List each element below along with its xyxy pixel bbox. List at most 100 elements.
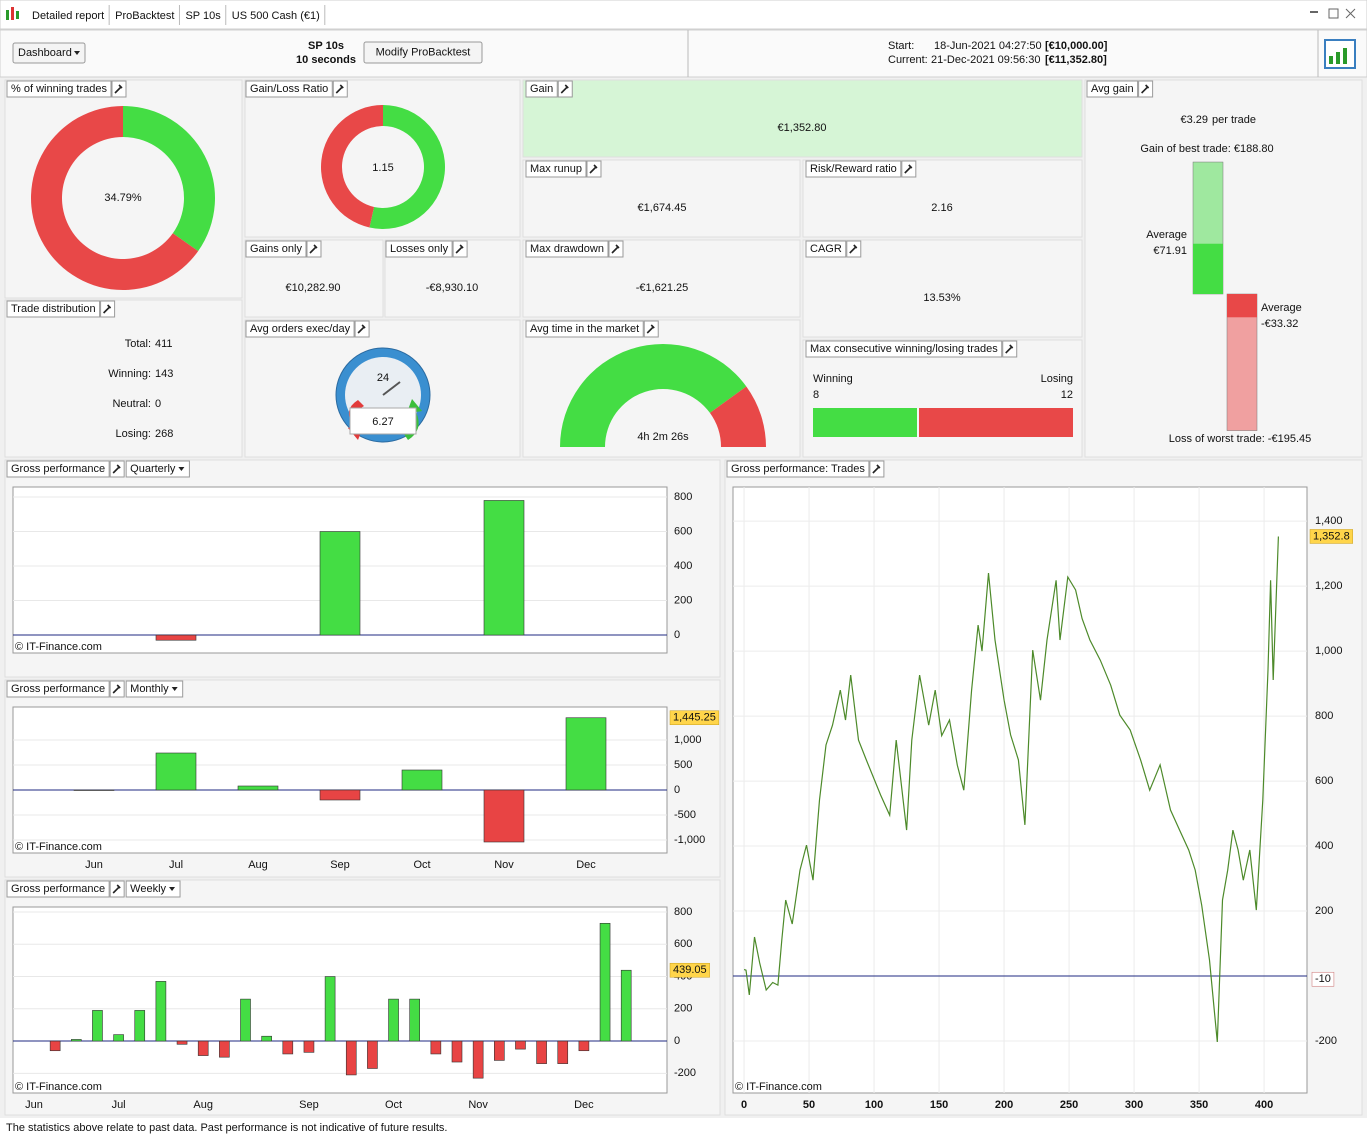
panel-title-box	[805, 340, 1003, 358]
header-bar	[0, 29, 1367, 78]
system-period: 10 seconds	[296, 54, 356, 66]
wrench-icon	[611, 244, 620, 254]
dashboard-button-label[interactable]: Dashboard	[18, 47, 72, 59]
panel-title-box	[805, 160, 902, 178]
x-tick-label: Oct	[385, 1099, 402, 1111]
y-tick-label: 200	[674, 594, 692, 606]
win-rate-value: 34.79%	[104, 192, 142, 204]
y-tick-label: 1,000	[674, 734, 702, 746]
y-tick-label: 800	[1315, 710, 1333, 722]
average-loss-label: Average	[1261, 302, 1302, 314]
period-dropdown[interactable]	[125, 680, 184, 698]
panel	[1084, 79, 1363, 458]
value-tag-box	[669, 710, 720, 725]
y-tick-label: 1,200	[1315, 580, 1343, 592]
bar	[483, 789, 525, 843]
footer-bar	[0, 1118, 1367, 1136]
period-dropdown-label[interactable]: Quarterly	[130, 463, 176, 475]
value-tag: 1,352.8	[1313, 530, 1350, 542]
x-tick-label: Jul	[169, 859, 183, 871]
tab[interactable]: SP 10s	[185, 10, 221, 22]
panel-title: Gains only	[250, 243, 302, 255]
period-dropdown-label[interactable]: Monthly	[130, 683, 169, 695]
modify-button-label[interactable]: Modify ProBacktest	[376, 46, 471, 58]
bar	[261, 1035, 272, 1042]
current-capital: [€11,352.80]	[1045, 54, 1107, 66]
bar	[324, 976, 336, 1042]
x-tick-label: 150	[930, 1099, 948, 1111]
x-tick-label: Jun	[25, 1099, 43, 1111]
panel-title: Trade distribution	[11, 303, 96, 315]
bar	[565, 717, 607, 791]
winning-bar	[813, 408, 917, 437]
y-tick-label: 1,000	[1315, 645, 1343, 657]
x-tick-label: Dec	[576, 859, 596, 871]
tab[interactable]: ProBacktest	[115, 10, 174, 22]
max-runup-value: €1,674.45	[638, 202, 687, 214]
losing-label: Losing	[1041, 373, 1073, 385]
y-tick-label: 600	[1315, 775, 1333, 787]
distribution-label: Neutral:	[112, 398, 151, 410]
bar	[599, 922, 611, 1042]
wrench-icon	[589, 164, 598, 174]
bar	[483, 500, 525, 636]
panel-title-box	[525, 320, 644, 338]
x-tick-label: 350	[1190, 1099, 1208, 1111]
dropdown-arrow	[74, 51, 80, 55]
tab[interactable]: Detailed report	[32, 10, 104, 22]
value-tag-box	[669, 962, 710, 978]
bar	[430, 1040, 442, 1055]
system-name: SP 10s	[308, 40, 344, 52]
wrench-icon	[357, 324, 366, 334]
dashboard-icon[interactable]	[1324, 39, 1356, 69]
wrench-icon	[872, 464, 881, 474]
avg-gain-value: €3.29	[1180, 114, 1208, 126]
wrench-icon	[904, 164, 913, 174]
y-tick-label: 400	[674, 560, 692, 572]
panel-title-box	[385, 240, 453, 258]
modify-button[interactable]	[363, 41, 483, 64]
x-tick-label: 400	[1255, 1099, 1273, 1111]
wrench-icon	[112, 684, 121, 694]
period-dropdown[interactable]	[125, 880, 181, 898]
average-gain-value: €71.91	[1153, 245, 1187, 257]
bar	[515, 1040, 526, 1050]
current-label: Current:	[888, 54, 928, 66]
losing-bar	[919, 408, 1073, 437]
wrench-icon	[309, 244, 318, 254]
worst-trade-label: Loss of worst trade: -€195.45	[1169, 433, 1311, 445]
x-tick-label: Oct	[413, 859, 430, 871]
bar	[319, 789, 361, 801]
wrench-icon	[646, 324, 655, 334]
equity-line	[743, 536, 1279, 1043]
x-tick-label: 0	[741, 1099, 747, 1111]
window-controls[interactable]	[1310, 8, 1356, 19]
period-dropdown-label[interactable]: Weekly	[130, 883, 166, 895]
x-tick-label: 50	[803, 1099, 815, 1111]
dashboard-button[interactable]	[12, 42, 86, 64]
panel-title-box	[245, 80, 333, 98]
bar	[134, 1010, 146, 1042]
dropdown-arrow	[178, 467, 185, 471]
dropdown-arrow	[171, 687, 178, 691]
plot-area	[12, 906, 668, 1094]
bar	[240, 998, 251, 1042]
panel-title: Gain/Loss Ratio	[250, 83, 328, 95]
panel-title: Avg time in the market	[530, 323, 639, 335]
wrench-icon	[1005, 344, 1014, 354]
period-dropdown[interactable]	[125, 460, 190, 478]
panel	[4, 299, 243, 458]
y-tick-label: 400	[1315, 840, 1333, 852]
panel-title: Gross performance	[11, 683, 105, 695]
x-tick-label: Aug	[248, 859, 268, 871]
y-tick-label: 200	[1315, 905, 1333, 917]
x-tick-label: 200	[995, 1099, 1013, 1111]
tab[interactable]: US 500 Cash (€1)	[232, 10, 320, 22]
wrench-icon	[112, 464, 121, 474]
bar	[237, 785, 279, 791]
y-tick-label: -1,000	[674, 834, 705, 846]
distribution-value: 411	[155, 338, 173, 350]
gains-arc	[369, 105, 445, 229]
panel-title-box	[726, 460, 870, 478]
plot-area	[12, 706, 668, 854]
